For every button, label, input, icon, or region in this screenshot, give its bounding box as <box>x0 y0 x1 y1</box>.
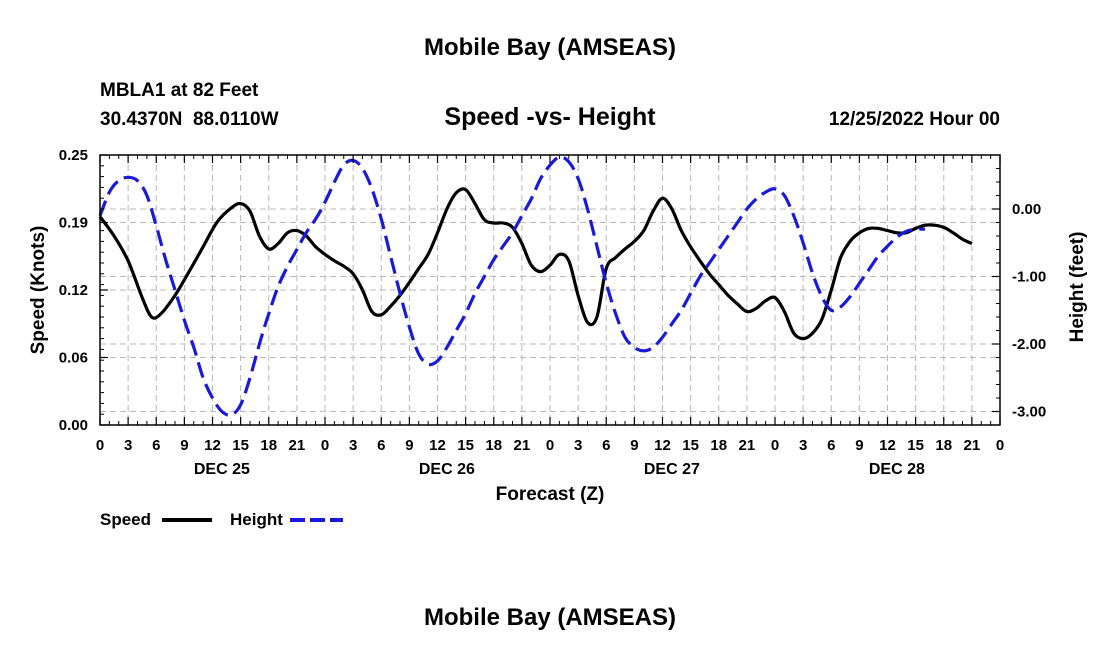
x-tick-label: 3 <box>124 437 132 454</box>
x-tick-label: 18 <box>710 437 727 454</box>
plot-area: 0 3 6 9 12 15 18 21 0 3 6 9 12 15 18 21 0 3 6 9 12 15 18 21 0 3 6 9… <box>59 147 1046 478</box>
y-tick-label: 0.19 <box>59 215 88 232</box>
x-tick-label: 0 <box>771 437 779 454</box>
x-tick-label: 3 <box>799 437 807 454</box>
x-tick-label: 6 <box>602 437 610 454</box>
y-tick-label: 0.25 <box>59 147 88 164</box>
x-tick-label: 12 <box>204 437 221 454</box>
x-axis-label: Forecast (Z) <box>496 484 605 505</box>
x-tick-label: 0 <box>321 437 329 454</box>
y-tick-label: 0.12 <box>59 282 88 299</box>
x-tick-label: 15 <box>232 437 249 454</box>
series-line-height <box>98 155 926 417</box>
x-tick-label: 3 <box>574 437 582 454</box>
chart-title: Speed -vs- Height <box>444 103 656 131</box>
x-tick-label: 12 <box>879 437 896 454</box>
x-tick-label: 9 <box>405 437 413 454</box>
legend-height-label: Height <box>230 510 283 529</box>
y2-tick-label: 0.00 <box>1012 201 1041 218</box>
station-name: MBLA1 at 82 Feet <box>100 80 259 101</box>
x-tick-label: 6 <box>152 437 160 454</box>
x-tick-label: 21 <box>289 437 306 454</box>
station-coords: 30.4370N 88.0110W <box>100 109 279 130</box>
grid-lines <box>100 155 1000 425</box>
forecast-date: 12/25/2022 Hour 00 <box>829 109 1000 130</box>
y2-axis-label: Height (feet) <box>1067 232 1088 343</box>
x-tick-label: 21 <box>964 437 981 454</box>
page-title: Mobile Bay (AMSEAS) <box>424 34 676 61</box>
axis-ticks: 0 3 6 9 12 15 18 21 0 3 6 9 12 15 18 21 0 3 6 9 12 15 18 21 0 3 6 9… <box>59 147 1046 478</box>
x-tick-label: 6 <box>377 437 385 454</box>
footer-title: Mobile Bay (AMSEAS) <box>424 604 676 631</box>
y-tick-label: 0.06 <box>59 350 88 367</box>
x-tick-label: 15 <box>457 437 474 454</box>
x-tick-label: 9 <box>855 437 863 454</box>
legend: Speed Height <box>100 510 343 529</box>
x-tick-label: 3 <box>349 437 357 454</box>
x-tick-label: 21 <box>739 437 756 454</box>
x-tick-label: 15 <box>907 437 924 454</box>
x-tick-label: 0 <box>996 437 1004 454</box>
x-tick-label: 21 <box>514 437 531 454</box>
x-tick-label: 12 <box>654 437 671 454</box>
y2-tick-label: -2.00 <box>1012 336 1046 353</box>
day-label: DEC 27 <box>644 461 700 478</box>
x-tick-label: 18 <box>260 437 277 454</box>
day-label: DEC 28 <box>869 461 925 478</box>
x-tick-label: 6 <box>827 437 835 454</box>
x-tick-label: 15 <box>682 437 699 454</box>
x-tick-label: 9 <box>180 437 188 454</box>
series-layer <box>98 155 973 417</box>
legend-speed-label: Speed <box>100 510 151 529</box>
day-label: DEC 26 <box>419 461 475 478</box>
x-tick-label: 12 <box>429 437 446 454</box>
x-tick-label: 0 <box>96 437 104 454</box>
y-tick-label: 0.00 <box>59 417 88 434</box>
x-tick-label: 18 <box>935 437 952 454</box>
day-label: DEC 25 <box>194 461 250 478</box>
x-tick-label: 9 <box>630 437 638 454</box>
y2-tick-label: -3.00 <box>1012 404 1046 421</box>
y-axis-label: Speed (Knots) <box>28 226 49 355</box>
y2-tick-label: -1.00 <box>1012 269 1046 286</box>
x-tick-label: 0 <box>546 437 554 454</box>
series-line-speed <box>98 187 973 341</box>
x-tick-label: 18 <box>485 437 502 454</box>
